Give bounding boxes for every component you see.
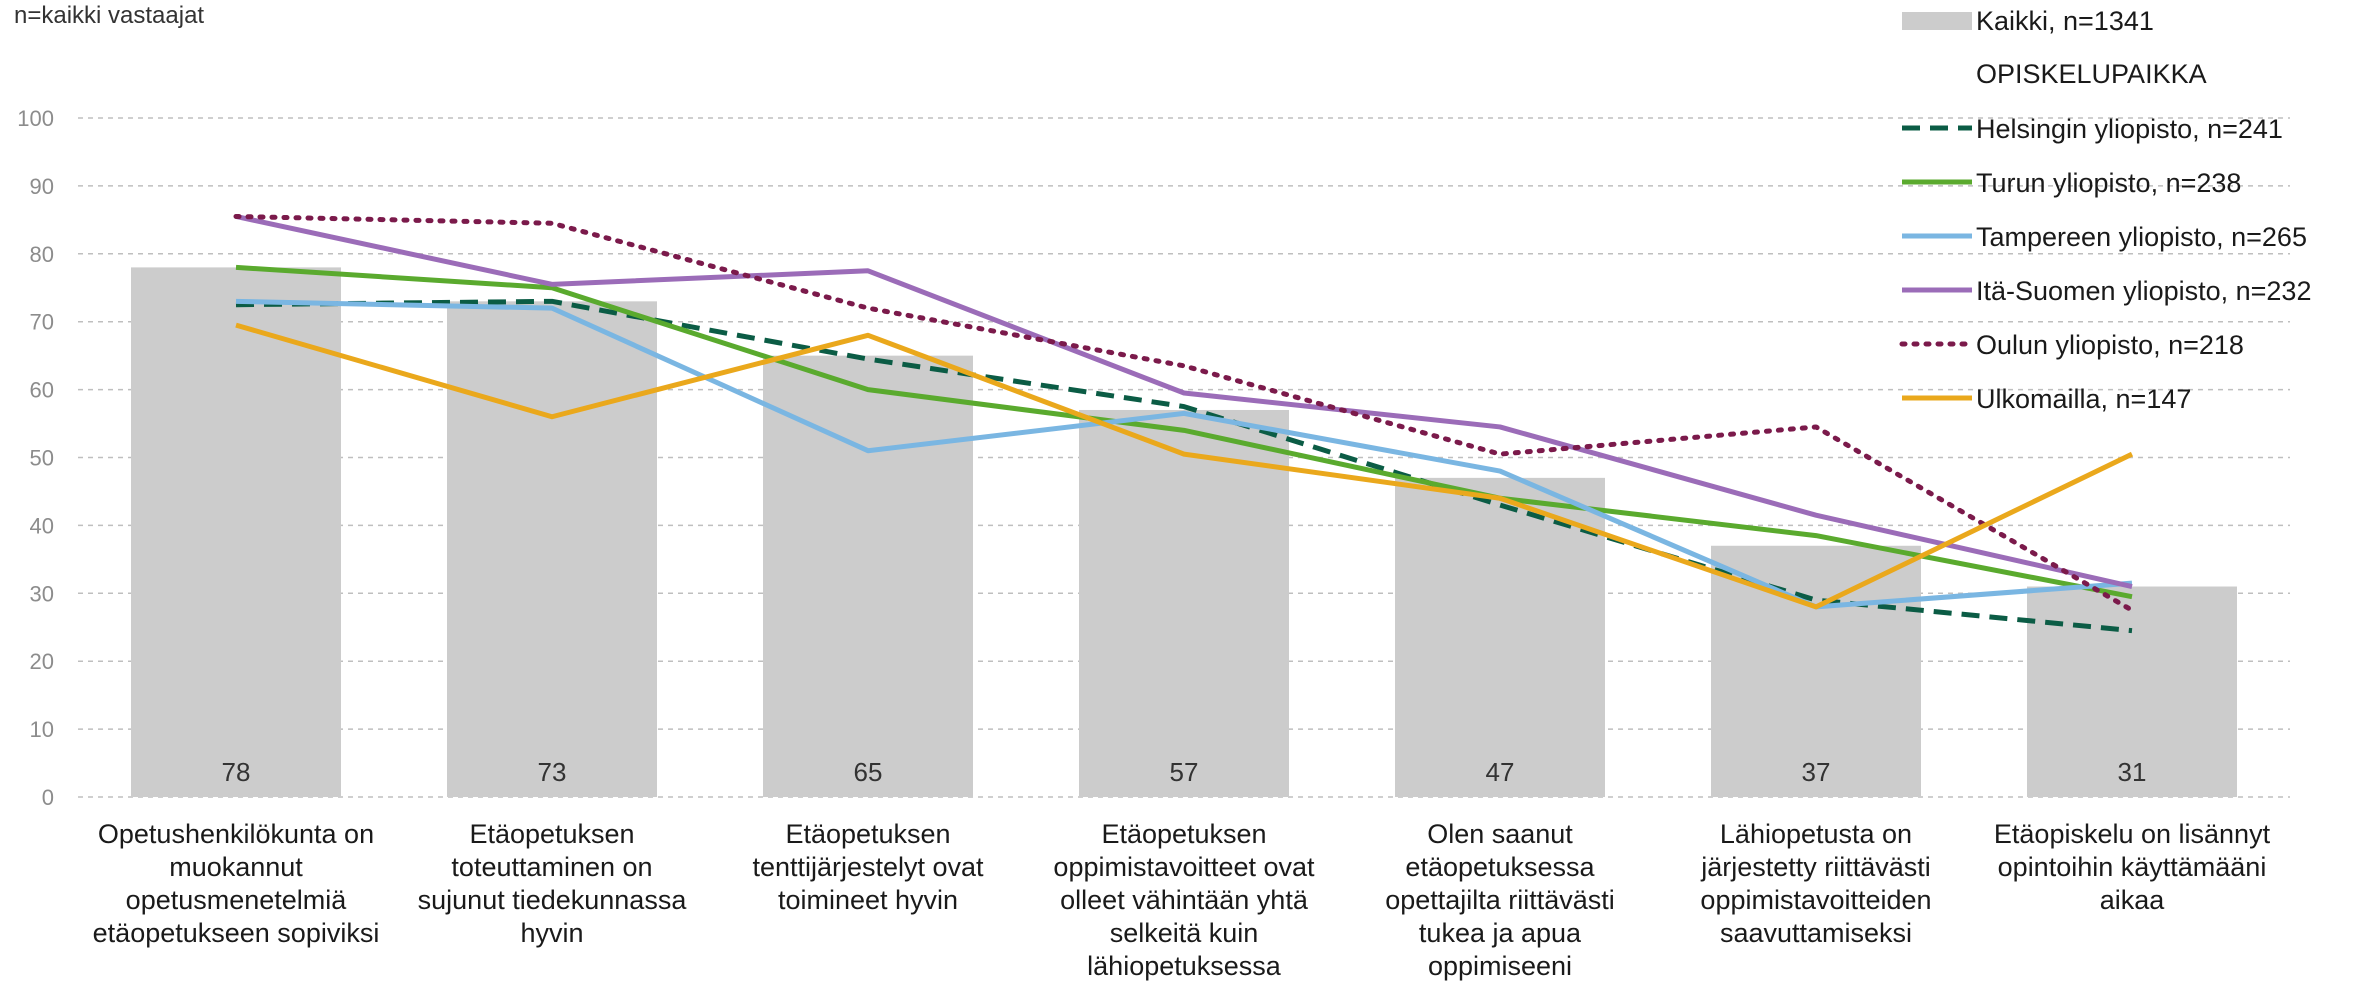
bar-value-labels: 78 73 65 57 47 37 31 (222, 757, 2147, 787)
category-label: oppimiseeni (1428, 951, 1572, 981)
bar-value-label: 78 (222, 757, 251, 787)
category-label: olleet vähintään yhtä (1060, 885, 1309, 915)
y-tick-label: 90 (30, 174, 54, 199)
category-label: Olen saanut (1427, 819, 1573, 849)
bar-value-label: 47 (1486, 757, 1515, 787)
category-label: toimineet hyvin (778, 885, 958, 915)
category-label: oppimistavoitteet ovat (1053, 852, 1315, 882)
category-label: opintoihin käyttämääni (1998, 852, 2267, 882)
category-label: lähiopetuksessa (1087, 951, 1282, 981)
category-label: Etäopiskelu on lisännyt (1994, 819, 2271, 849)
category-label: oppimistavoitteiden (1700, 885, 1931, 915)
series-line (235, 322, 2134, 610)
legend-label: Oulun yliopisto, n=218 (1976, 330, 2244, 360)
line-series (233, 213, 2135, 634)
y-tick-label: 30 (30, 581, 54, 606)
category-label: etäopetuksessa (1405, 852, 1595, 882)
y-tick-label: 20 (30, 649, 54, 674)
bar (763, 355, 973, 797)
y-tick-label: 60 (30, 378, 54, 403)
legend-label: Kaikki, n=1341 (1976, 6, 2154, 36)
y-tick-label: 0 (42, 785, 54, 810)
category-label: muokannut (169, 852, 303, 882)
chart-subtitle: n=kaikki vastaajat (14, 2, 205, 29)
series-line (235, 264, 2133, 600)
category-label: hyvin (520, 918, 583, 948)
category-label: selkeitä kuin (1110, 918, 1259, 948)
y-tick-label: 100 (17, 106, 54, 131)
bar-value-label: 65 (854, 757, 883, 787)
category-label: järjestetty riittävästi (1700, 852, 1931, 882)
gridlines: 0 10 20 30 40 50 60 70 80 90 100 (17, 106, 2290, 810)
legend-label: Turun yliopisto, n=238 (1976, 168, 2241, 198)
bar-value-label: 73 (538, 757, 567, 787)
category-label: tenttijärjestelyt ovat (752, 852, 984, 882)
y-tick-label: 80 (30, 242, 54, 267)
category-label: Etäopetuksen (1101, 819, 1266, 849)
legend-label: Ulkomailla, n=147 (1976, 384, 2191, 414)
category-label: sujunut tiedekunnassa (418, 885, 688, 915)
bar (1711, 545, 1921, 797)
series-line (233, 213, 2135, 613)
bar (1395, 477, 1605, 797)
category-label: Etäopetuksen (785, 819, 950, 849)
y-tick-label: 10 (30, 717, 54, 742)
category-label: tukea ja apua (1419, 918, 1582, 948)
y-tick-label: 40 (30, 513, 54, 538)
category-label: aikaa (2100, 885, 2166, 915)
category-label: saavuttamiseksi (1720, 918, 1912, 948)
bar (1079, 409, 1289, 797)
legend-label: Helsingin yliopisto, n=241 (1976, 114, 2283, 144)
category-label: opettajilta riittävästi (1385, 885, 1615, 915)
legend-group-header: OPISKELUPAIKKA (1976, 59, 2207, 89)
bar-value-label: 37 (1802, 757, 1831, 787)
bar (447, 301, 657, 797)
bar-value-label: 57 (1170, 757, 1199, 787)
legend-label: Itä-Suomen yliopisto, n=232 (1976, 276, 2311, 306)
legend: Kaikki, n=1341 OPISKELUPAIKKA Helsingin yl… (1899, 6, 2311, 414)
legend-label: Tampereen yliopisto, n=265 (1976, 222, 2307, 252)
series-line (235, 214, 2133, 589)
category-label: etäopetukseen sopiviksi (93, 918, 380, 948)
y-tick-label: 70 (30, 310, 54, 335)
category-label: Etäopetuksen (469, 819, 634, 849)
category-label: Lähiopetusta on (1720, 819, 1912, 849)
series-line (235, 298, 2133, 634)
bar-series (131, 267, 2237, 797)
category-label: toteuttaminen on (451, 852, 652, 882)
category-label: opetusmenetelmiä (126, 885, 348, 915)
bar (131, 267, 341, 797)
y-tick-label: 50 (30, 446, 54, 471)
legend-swatch (1902, 12, 1972, 30)
category-labels: Opetushenkilökunta onmuokannutopetusmene… (93, 819, 2271, 981)
bar-value-label: 31 (2118, 757, 2147, 787)
category-label: Opetushenkilökunta on (98, 819, 374, 849)
